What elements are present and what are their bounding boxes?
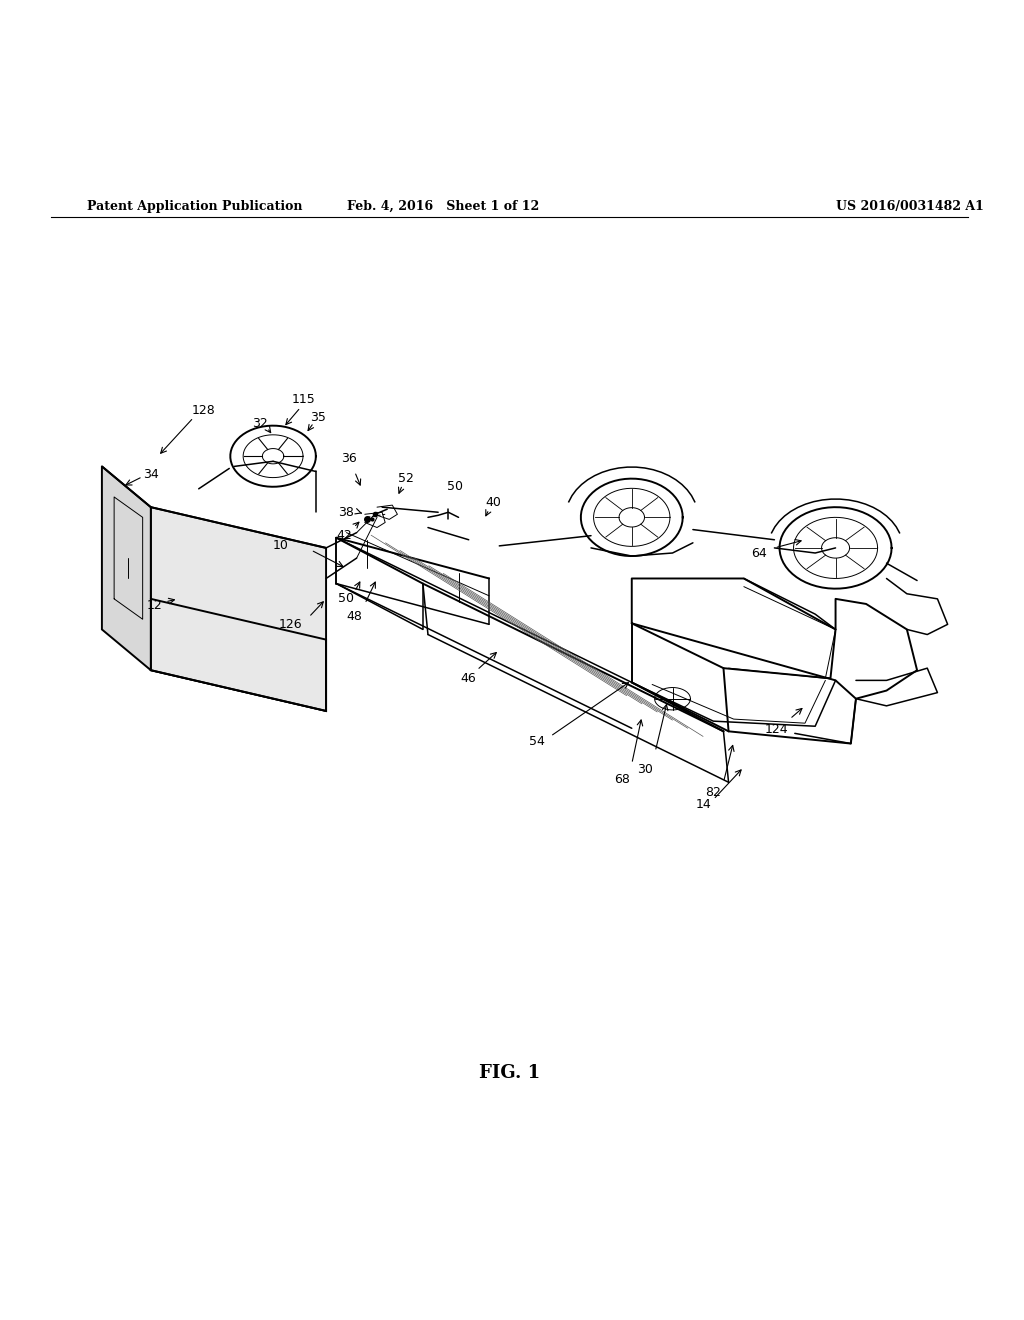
Text: 48: 48 — [347, 610, 362, 623]
Text: 128: 128 — [191, 404, 216, 417]
Text: 124: 124 — [765, 723, 788, 735]
Text: 36: 36 — [341, 451, 356, 465]
Text: 32: 32 — [252, 417, 267, 430]
Text: 64: 64 — [752, 546, 767, 560]
Text: 35: 35 — [310, 411, 326, 424]
Text: 52: 52 — [397, 473, 414, 486]
Text: 68: 68 — [613, 772, 630, 785]
Text: 38: 38 — [339, 506, 354, 519]
Text: 126: 126 — [279, 618, 302, 631]
Text: 115: 115 — [292, 392, 315, 405]
Polygon shape — [102, 466, 151, 671]
Text: Feb. 4, 2016   Sheet 1 of 12: Feb. 4, 2016 Sheet 1 of 12 — [347, 201, 540, 213]
Text: 34: 34 — [143, 469, 159, 480]
Text: 46: 46 — [461, 672, 476, 685]
Text: 30: 30 — [637, 763, 653, 776]
Text: 50: 50 — [447, 480, 464, 494]
Text: FIG. 1: FIG. 1 — [479, 1064, 540, 1081]
Text: 14: 14 — [695, 799, 711, 812]
Polygon shape — [151, 507, 326, 711]
Text: 40: 40 — [485, 495, 501, 508]
Polygon shape — [151, 599, 326, 711]
Text: 82: 82 — [706, 785, 721, 799]
Text: 12: 12 — [147, 599, 163, 612]
Text: 50: 50 — [339, 593, 354, 606]
Text: 54: 54 — [529, 735, 545, 748]
Text: 10: 10 — [272, 540, 288, 552]
Text: Patent Application Publication: Patent Application Publication — [87, 201, 302, 213]
Text: US 2016/0031482 A1: US 2016/0031482 A1 — [836, 201, 983, 213]
Text: 42: 42 — [337, 529, 352, 543]
